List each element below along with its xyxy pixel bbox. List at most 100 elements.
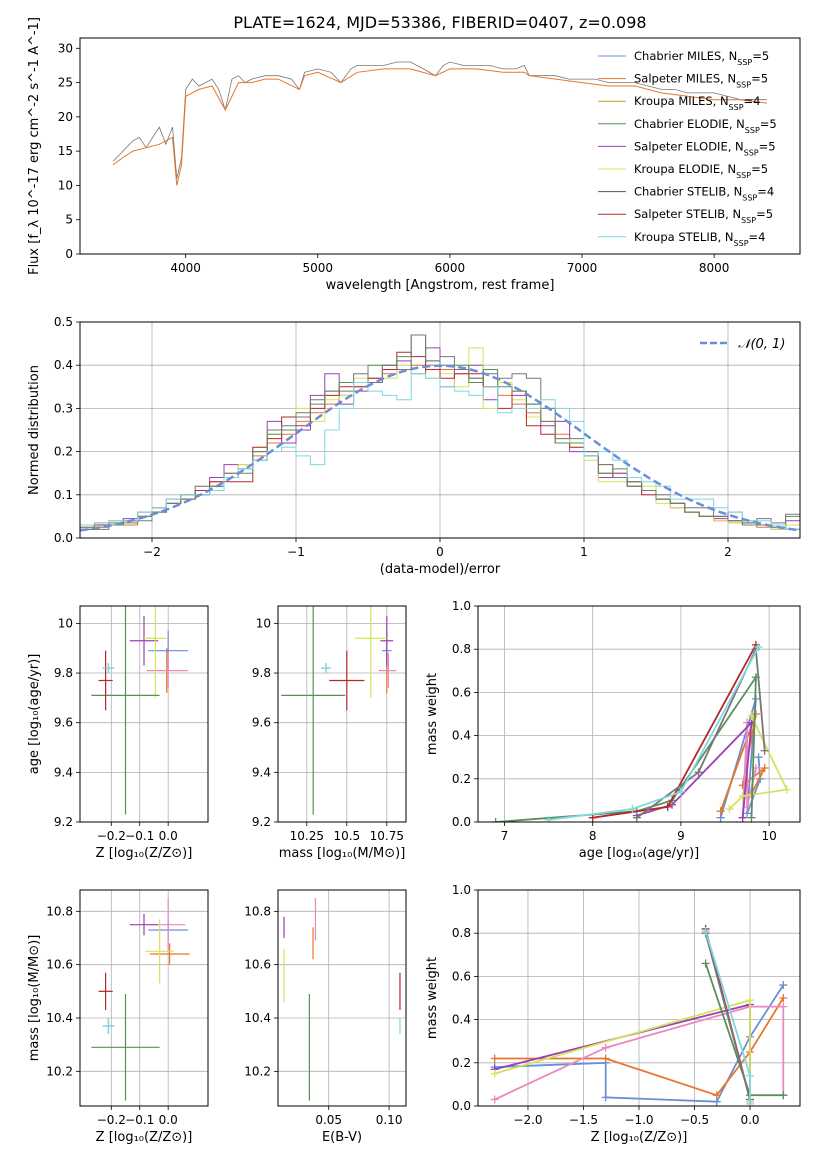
y-tick-label: 0.6 (452, 969, 471, 983)
legend-label: Kroupa STELIB, NSSP=4 (634, 230, 765, 248)
plot-frame (477, 605, 801, 823)
y-tick-label: 0.2 (54, 445, 73, 459)
weight-marker (490, 1095, 499, 1104)
y-tick-label: 10.8 (244, 904, 271, 918)
weight-line (636, 645, 766, 819)
y-tick-label: 10.4 (46, 1011, 73, 1025)
weight-lines (491, 640, 791, 822)
weight-marker (779, 981, 788, 990)
weight-marker (751, 710, 760, 718)
plot-frame (79, 889, 209, 1107)
x-tick-label: 6000 (435, 261, 466, 275)
y-tick-label: 9.4 (54, 765, 73, 779)
x-axis-label: Z [log₁₀(Z/Z⊙)] (96, 1130, 193, 1145)
weight-marker (760, 764, 769, 772)
weight-marker (738, 813, 747, 822)
legend-label: Kroupa ELODIE, NSSP=5 (634, 162, 768, 180)
weight-marker (779, 1002, 788, 1011)
errorbar-layer (91, 606, 189, 815)
errorbar (281, 606, 346, 815)
histogram-step (80, 373, 800, 530)
gaussian-curve (80, 364, 800, 532)
weight-marker (676, 787, 685, 796)
y-tick-label: 9.8 (252, 666, 271, 680)
y-tick-label: 9.2 (252, 815, 271, 829)
weight-marker (746, 1071, 755, 1080)
weight-marker (779, 994, 788, 1002)
y-tick-label: 0.4 (452, 729, 471, 743)
weight-line (494, 999, 751, 1102)
x-tick-label: −0.1 (125, 829, 154, 843)
histogram-layer (80, 334, 800, 532)
plot-frame (79, 605, 209, 823)
x-tick-label: −2.0 (513, 1113, 542, 1127)
x-tick-label: −1.0 (624, 1113, 653, 1127)
weight-marker (601, 1093, 610, 1102)
y-tick-label: 9.2 (54, 815, 73, 829)
x-axis-label: wavelength [Angstrom, rest frame] (326, 278, 555, 293)
legend-label: Salpeter ELODIE, NSSP=5 (634, 139, 776, 157)
errorbar (380, 615, 394, 666)
plot-frame (277, 605, 407, 823)
weight-line (494, 984, 785, 1103)
histogram-step (80, 334, 800, 530)
legend-label: 𝒩(0, 1) (738, 337, 785, 352)
y-tick-label: 9.4 (252, 765, 271, 779)
weight-line (728, 715, 789, 810)
y-tick-label: 10 (58, 616, 73, 630)
weight-marker (490, 1069, 499, 1078)
x-tick-label: 0 (436, 545, 444, 559)
x-tick-label: 10.25 (290, 829, 324, 843)
y-tick-label: 10.6 (46, 958, 73, 972)
errorbar (148, 653, 189, 688)
residuals-panel: −2 −1 0 1 2 0.0 0.1 0.2 0.3 0.4 0.5 (data-model)/er… (27, 315, 801, 577)
x-tick-label: 5000 (303, 261, 334, 275)
weight-lines (490, 924, 788, 1106)
y-axis-label: mass weight (425, 673, 440, 755)
weight-marker (694, 768, 703, 777)
figure-title: PLATE=1624, MJD=53386, FIBERID=0407, z=0… (233, 13, 646, 32)
x-axis-label: age [log₁₀(age/yr)] (579, 846, 700, 861)
x-tick-label: 10.5 (333, 829, 360, 843)
x-tick-label: 10 (761, 829, 776, 843)
y-tick-label: 25 (58, 76, 73, 90)
metallicity-age-panel: −0.2 −0.1 0.0 9.2 9.4 9.6 9.8 10 Z [log₁₀(Z/Z⊙)]… (27, 605, 209, 861)
y-axis-label: Flux [f_λ 10^-17 erg cm^-2 s^-1 A^-1] (27, 17, 42, 275)
legend-label: Chabrier ELODIE, NSSP=5 (634, 117, 777, 135)
spectrum-series-data (112, 61, 767, 179)
y-tick-label: 1.0 (452, 883, 471, 897)
x-tick-label: −0.5 (680, 1113, 709, 1127)
legend-label: Kroupa MILES, NSSP=4 (634, 94, 760, 112)
y-tick-label: 0 (65, 247, 73, 261)
x-tick-label: 8000 (699, 261, 730, 275)
y-tick-label: 20 (58, 110, 73, 124)
x-tick-label: 4000 (170, 261, 201, 275)
y-tick-label: 0.8 (452, 642, 471, 656)
x-tick-label: −1 (287, 545, 305, 559)
y-tick-label: 15 (58, 144, 73, 158)
errorbar (98, 650, 113, 711)
plot-frame (277, 889, 407, 1107)
errorbar (98, 972, 113, 1010)
mass-age-panel: 10.25 10.5 10.75 9.2 9.4 9.6 9.8 10 mass [log₁₀(… (252, 605, 407, 861)
y-axis-label: Normed distribution (27, 365, 42, 495)
y-tick-label: 30 (58, 41, 73, 55)
errorbar (129, 615, 159, 666)
spectrum-panel: 4000 5000 6000 7000 8000 0 5 10 15 20 25 30 waveleng… (27, 17, 801, 293)
weight-marker (701, 959, 710, 968)
y-tick-label: 0.0 (452, 1099, 471, 1113)
errorbar (102, 1018, 115, 1034)
x-tick-label: −0.1 (125, 1113, 154, 1127)
y-tick-label: 0.6 (452, 685, 471, 699)
weight-line (592, 644, 757, 819)
weight-marker (754, 643, 763, 652)
y-tick-label: 10.6 (244, 958, 271, 972)
errorbar (102, 663, 115, 674)
x-tick-label: 7000 (567, 261, 598, 275)
legend-label: Chabrier STELIB, NSSP=4 (634, 185, 774, 203)
weight-line (548, 646, 760, 821)
x-tick-label: 0.10 (376, 1113, 403, 1127)
y-tick-label: 0.5 (54, 315, 73, 329)
x-axis-label: (data-model)/error (380, 562, 501, 577)
y-tick-label: 9.6 (54, 716, 73, 730)
